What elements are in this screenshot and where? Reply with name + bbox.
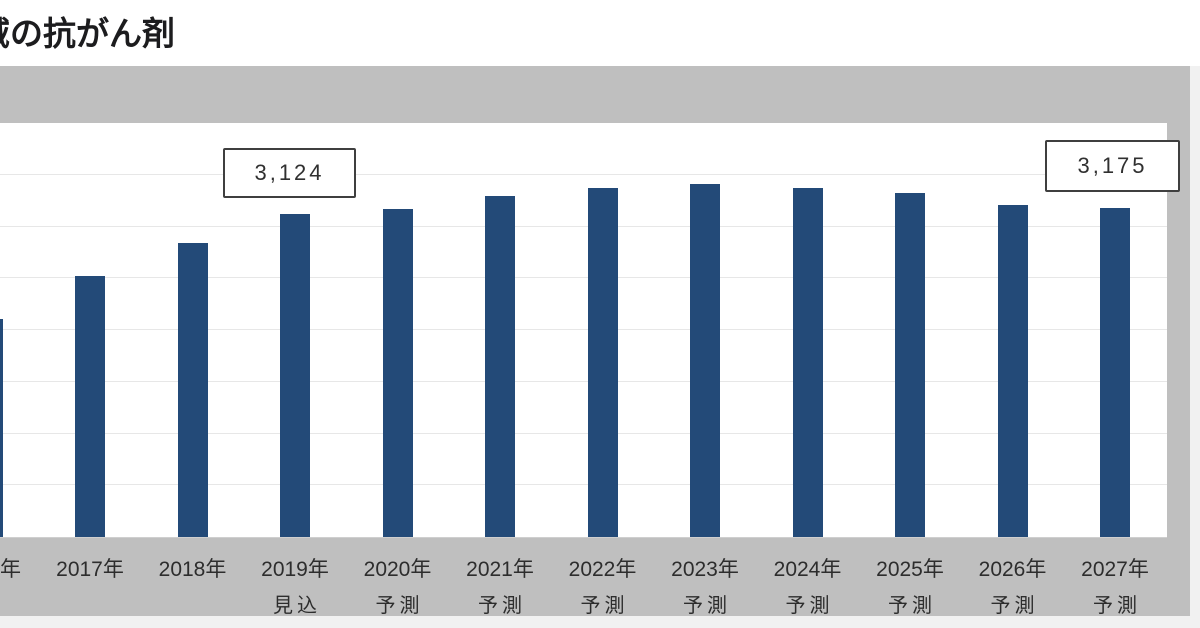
bar-2020年 bbox=[382, 209, 413, 537]
data-label-2027-value: 3,175 bbox=[1077, 153, 1148, 178]
bar-2017年 bbox=[75, 276, 105, 537]
gridline-2000 bbox=[0, 329, 1167, 330]
bar-2027年 bbox=[1100, 208, 1130, 537]
x-sublabel-2024年: 予測 bbox=[785, 595, 834, 617]
x-label-2022年: 2022年 bbox=[568, 558, 637, 581]
x-sublabel-2027年: 予測 bbox=[1093, 595, 1141, 617]
x-label-2023年: 2023年 bbox=[671, 558, 739, 581]
gridline-3500 bbox=[0, 173, 1167, 175]
x-sublabel-2020年: 予測 bbox=[375, 595, 424, 617]
gridline-1500 bbox=[0, 380, 1167, 382]
x-label-年: 年 bbox=[0, 558, 21, 581]
data-label-2019: 3,124 bbox=[223, 148, 356, 198]
x-sublabel-2021年: 予測 bbox=[478, 595, 526, 617]
x-label-2027年: 2027年 bbox=[1081, 558, 1149, 581]
bar-2023年 bbox=[690, 184, 720, 537]
page-title: 域の抗がん剤 bbox=[0, 15, 175, 52]
x-label-2020年: 2020年 bbox=[363, 558, 432, 581]
bar-2019年 bbox=[280, 214, 310, 537]
x-label-2024年: 2024年 bbox=[773, 558, 842, 581]
x-sublabel-2023年: 予測 bbox=[683, 595, 731, 617]
x-sublabel-2022年: 予測 bbox=[580, 595, 629, 617]
x-sublabel-2025年: 予測 bbox=[888, 595, 936, 617]
bar-2021年 bbox=[485, 196, 515, 537]
x-label-2017年: 2017年 bbox=[56, 558, 124, 581]
x-sublabel-2019年: 見込 bbox=[273, 595, 321, 617]
chart-area: 年 2017年 2018年 2019年見込 2020年予測 2021年予測 2022年予測 2… bbox=[0, 66, 1190, 617]
x-label-2019年: 2019年 bbox=[261, 558, 329, 581]
gridline-1000 bbox=[0, 432, 1167, 434]
bar-2026年 bbox=[997, 205, 1028, 537]
bar-2024年 bbox=[792, 188, 823, 537]
x-label-2025年: 2025年 bbox=[876, 558, 944, 581]
x-label-2026年: 2026年 bbox=[978, 558, 1047, 581]
chart-right-margin bbox=[1190, 66, 1200, 628]
bar-2018年 bbox=[177, 243, 208, 537]
chart-bottom-margin bbox=[0, 616, 1200, 628]
x-label-2021年: 2021年 bbox=[466, 558, 534, 581]
gridline-3000 bbox=[0, 225, 1167, 227]
bar-2022年 bbox=[587, 188, 618, 537]
data-label-2027: 3,175 bbox=[1045, 140, 1180, 192]
plot-area bbox=[0, 123, 1167, 538]
bar-2025年 bbox=[895, 193, 925, 537]
data-label-2019-value: 3,124 bbox=[254, 160, 325, 185]
x-sublabel-2026年: 予測 bbox=[990, 595, 1039, 617]
x-label-2018年: 2018年 bbox=[158, 558, 227, 581]
gridline-500 bbox=[0, 484, 1167, 486]
gridline-2500 bbox=[0, 277, 1167, 279]
bar-年 bbox=[0, 319, 3, 537]
